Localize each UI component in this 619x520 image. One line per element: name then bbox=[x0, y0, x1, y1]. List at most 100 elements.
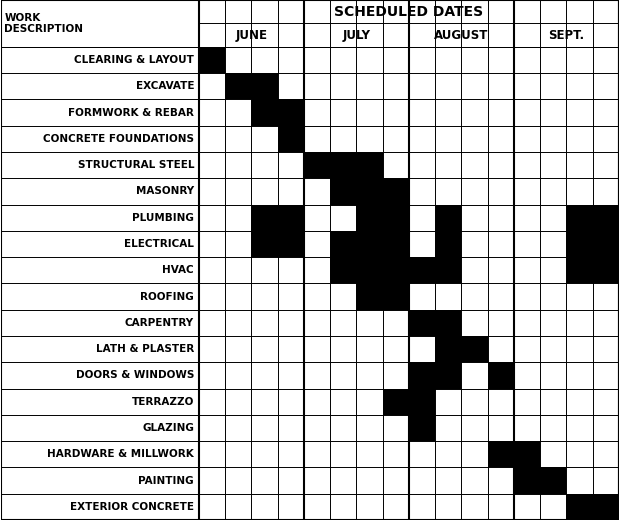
Bar bbox=[225, 99, 251, 126]
Bar bbox=[488, 415, 514, 441]
Bar bbox=[251, 415, 278, 441]
Bar bbox=[462, 283, 488, 310]
Bar bbox=[566, 283, 593, 310]
Bar bbox=[566, 493, 593, 520]
Text: PLUMBING: PLUMBING bbox=[132, 213, 194, 223]
Bar bbox=[409, 257, 435, 283]
Bar bbox=[304, 467, 331, 493]
Bar bbox=[488, 126, 514, 152]
Bar bbox=[462, 467, 488, 493]
Bar bbox=[593, 178, 619, 204]
Bar bbox=[514, 47, 540, 73]
Bar bbox=[304, 362, 331, 388]
Bar bbox=[383, 283, 409, 310]
Bar bbox=[278, 126, 304, 152]
Bar bbox=[225, 257, 251, 283]
Bar bbox=[566, 99, 593, 126]
Bar bbox=[357, 283, 383, 310]
Bar bbox=[593, 467, 619, 493]
Bar bbox=[331, 388, 357, 415]
Text: DOORS & WINDOWS: DOORS & WINDOWS bbox=[76, 370, 194, 381]
Bar bbox=[331, 126, 357, 152]
Bar bbox=[331, 283, 357, 310]
Bar bbox=[435, 99, 462, 126]
Bar bbox=[304, 310, 331, 336]
Bar bbox=[304, 73, 331, 99]
Bar bbox=[304, 388, 331, 415]
Bar bbox=[357, 152, 383, 178]
Bar bbox=[357, 310, 383, 336]
Bar bbox=[357, 47, 383, 73]
Text: STRUCTURAL STEEL: STRUCTURAL STEEL bbox=[77, 160, 194, 170]
Text: FORMWORK & REBAR: FORMWORK & REBAR bbox=[68, 108, 194, 118]
Bar bbox=[383, 99, 409, 126]
Bar bbox=[225, 231, 251, 257]
Bar bbox=[225, 73, 251, 99]
Bar bbox=[383, 441, 409, 467]
Bar bbox=[488, 231, 514, 257]
Bar bbox=[251, 178, 278, 204]
Bar bbox=[383, 362, 409, 388]
Bar bbox=[488, 336, 514, 362]
Bar bbox=[462, 415, 488, 441]
Text: ELECTRICAL: ELECTRICAL bbox=[124, 239, 194, 249]
Bar bbox=[435, 441, 462, 467]
Bar bbox=[278, 257, 304, 283]
Bar bbox=[409, 152, 435, 178]
Bar bbox=[566, 73, 593, 99]
Text: SCHEDULED DATES: SCHEDULED DATES bbox=[334, 5, 483, 19]
Bar bbox=[357, 99, 383, 126]
Bar bbox=[488, 47, 514, 73]
Bar bbox=[435, 73, 462, 99]
Bar bbox=[383, 152, 409, 178]
Bar bbox=[199, 99, 225, 126]
Bar bbox=[199, 73, 225, 99]
Bar bbox=[251, 283, 278, 310]
Bar bbox=[383, 310, 409, 336]
Bar bbox=[462, 47, 488, 73]
Bar bbox=[225, 204, 251, 231]
Bar bbox=[488, 99, 514, 126]
Bar bbox=[409, 99, 435, 126]
Bar bbox=[199, 152, 225, 178]
Bar bbox=[225, 441, 251, 467]
Bar bbox=[331, 178, 357, 204]
Bar bbox=[278, 441, 304, 467]
Text: MASONRY: MASONRY bbox=[136, 186, 194, 197]
Bar bbox=[251, 204, 278, 231]
Bar bbox=[409, 204, 435, 231]
Bar bbox=[357, 73, 383, 99]
Bar bbox=[514, 73, 540, 99]
Bar bbox=[462, 362, 488, 388]
Bar bbox=[409, 73, 435, 99]
Bar bbox=[514, 441, 540, 467]
Bar bbox=[331, 441, 357, 467]
Bar bbox=[488, 388, 514, 415]
Bar bbox=[593, 73, 619, 99]
Bar bbox=[540, 415, 566, 441]
Bar bbox=[225, 493, 251, 520]
Bar bbox=[540, 493, 566, 520]
Bar bbox=[304, 257, 331, 283]
Bar bbox=[435, 388, 462, 415]
Bar bbox=[488, 73, 514, 99]
Bar bbox=[514, 310, 540, 336]
Bar bbox=[225, 283, 251, 310]
Bar bbox=[304, 152, 331, 178]
Bar bbox=[251, 362, 278, 388]
Text: EXCAVATE: EXCAVATE bbox=[136, 81, 194, 91]
Bar bbox=[409, 336, 435, 362]
Bar bbox=[225, 388, 251, 415]
Bar bbox=[514, 467, 540, 493]
Bar bbox=[304, 47, 331, 73]
Bar bbox=[566, 257, 593, 283]
Bar bbox=[199, 336, 225, 362]
Text: HARDWARE & MILLWORK: HARDWARE & MILLWORK bbox=[47, 449, 194, 459]
Bar bbox=[225, 126, 251, 152]
Bar bbox=[225, 310, 251, 336]
Bar bbox=[199, 178, 225, 204]
Bar bbox=[593, 283, 619, 310]
Bar bbox=[225, 47, 251, 73]
Bar bbox=[304, 231, 331, 257]
Bar bbox=[593, 310, 619, 336]
